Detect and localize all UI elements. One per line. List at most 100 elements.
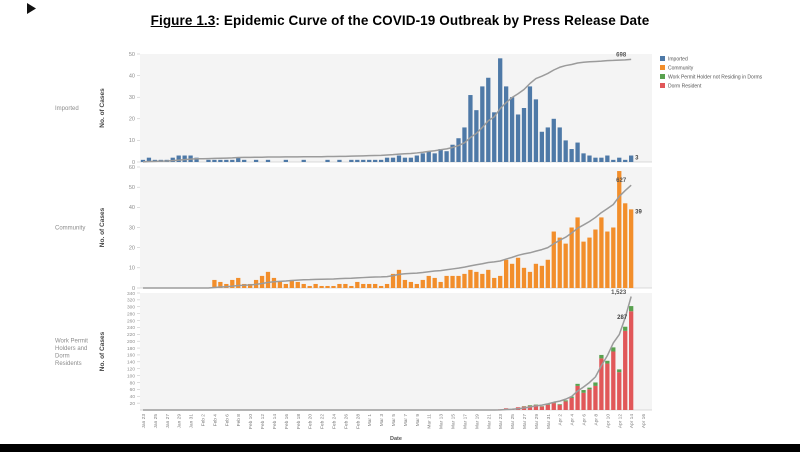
bar[interactable] xyxy=(384,157,390,162)
bar[interactable] xyxy=(367,159,372,162)
bar[interactable] xyxy=(265,159,271,162)
bar[interactable] xyxy=(533,404,539,410)
bar[interactable] xyxy=(587,389,592,410)
bar[interactable] xyxy=(629,155,634,162)
bar[interactable] xyxy=(599,358,604,410)
bar[interactable] xyxy=(486,77,491,162)
bar[interactable] xyxy=(605,155,610,162)
bar[interactable] xyxy=(444,151,449,162)
bar[interactable] xyxy=(176,155,181,162)
bar[interactable] xyxy=(212,279,217,288)
bar[interactable] xyxy=(480,273,485,288)
bar[interactable] xyxy=(325,285,330,288)
bar[interactable] xyxy=(289,279,294,288)
bar[interactable] xyxy=(450,144,455,162)
bar[interactable] xyxy=(224,283,229,288)
bar[interactable] xyxy=(462,127,467,162)
bar[interactable] xyxy=(492,112,497,162)
bar[interactable] xyxy=(587,387,592,390)
bar[interactable] xyxy=(355,159,360,162)
bar[interactable] xyxy=(569,227,574,289)
bar[interactable] xyxy=(557,127,562,162)
bar[interactable] xyxy=(426,275,431,288)
bar[interactable] xyxy=(480,86,485,162)
bar[interactable] xyxy=(373,159,378,162)
bar[interactable] xyxy=(498,275,503,288)
bar[interactable] xyxy=(283,159,289,162)
bar[interactable] xyxy=(194,157,199,162)
bar[interactable] xyxy=(218,281,223,288)
bar[interactable] xyxy=(242,159,247,162)
bar[interactable] xyxy=(533,99,539,162)
bar[interactable] xyxy=(218,159,223,162)
bar[interactable] xyxy=(271,277,277,288)
bar[interactable] xyxy=(587,155,592,162)
bar[interactable] xyxy=(236,157,241,162)
bar[interactable] xyxy=(629,306,634,312)
bar[interactable] xyxy=(313,283,318,288)
bar[interactable] xyxy=(420,153,425,162)
bar[interactable] xyxy=(378,285,384,288)
bar[interactable] xyxy=(623,159,628,162)
bar[interactable] xyxy=(265,271,271,288)
bar[interactable] xyxy=(474,271,479,288)
bar[interactable] xyxy=(438,149,443,162)
bar[interactable] xyxy=(277,281,283,288)
bar[interactable] xyxy=(283,283,289,288)
bar[interactable] xyxy=(242,283,247,288)
bar[interactable] xyxy=(539,131,545,162)
bar[interactable] xyxy=(438,281,443,288)
bar[interactable] xyxy=(569,149,574,162)
bar[interactable] xyxy=(611,351,616,411)
bar[interactable] xyxy=(575,142,580,162)
bar[interactable] xyxy=(247,283,253,288)
bar[interactable] xyxy=(206,159,211,162)
bar[interactable] xyxy=(432,153,437,162)
bar[interactable] xyxy=(378,159,384,162)
bar[interactable] xyxy=(539,265,545,288)
bar[interactable] xyxy=(402,279,408,288)
bar[interactable] xyxy=(509,263,515,288)
bar[interactable] xyxy=(545,259,550,288)
bar[interactable] xyxy=(414,283,419,288)
bar[interactable] xyxy=(456,138,461,162)
bar[interactable] xyxy=(444,275,449,288)
bar[interactable] xyxy=(414,155,419,162)
bar[interactable] xyxy=(468,95,473,162)
bar[interactable] xyxy=(140,159,146,162)
bar[interactable] xyxy=(539,406,545,410)
bar[interactable] xyxy=(617,369,622,373)
bar[interactable] xyxy=(361,159,366,162)
bar[interactable] xyxy=(408,281,414,288)
bar[interactable] xyxy=(605,360,610,364)
bar[interactable] xyxy=(253,159,259,162)
bar[interactable] xyxy=(527,405,533,410)
bar[interactable] xyxy=(349,159,354,162)
bar[interactable] xyxy=(390,273,396,288)
bar[interactable] xyxy=(581,153,586,162)
bar[interactable] xyxy=(599,217,604,288)
bar[interactable] xyxy=(212,159,217,162)
bar[interactable] xyxy=(468,269,473,288)
bar[interactable] xyxy=(420,279,425,288)
bar[interactable] xyxy=(170,157,175,162)
bar[interactable] xyxy=(587,237,592,288)
bar[interactable] xyxy=(527,405,533,406)
bar[interactable] xyxy=(593,229,598,288)
bar[interactable] xyxy=(462,273,467,288)
bar[interactable] xyxy=(367,283,372,288)
bar[interactable] xyxy=(355,281,360,288)
bar[interactable] xyxy=(599,157,604,162)
bar[interactable] xyxy=(503,259,509,288)
bar[interactable] xyxy=(224,159,229,162)
bar[interactable] xyxy=(533,263,539,288)
bar[interactable] xyxy=(593,382,598,386)
bar[interactable] xyxy=(373,283,378,288)
bar[interactable] xyxy=(396,155,402,162)
bar[interactable] xyxy=(295,281,300,288)
bar[interactable] xyxy=(623,330,628,410)
bar[interactable] xyxy=(593,385,598,410)
bar[interactable] xyxy=(593,157,598,162)
bar[interactable] xyxy=(563,400,568,402)
bar[interactable] xyxy=(515,114,521,162)
